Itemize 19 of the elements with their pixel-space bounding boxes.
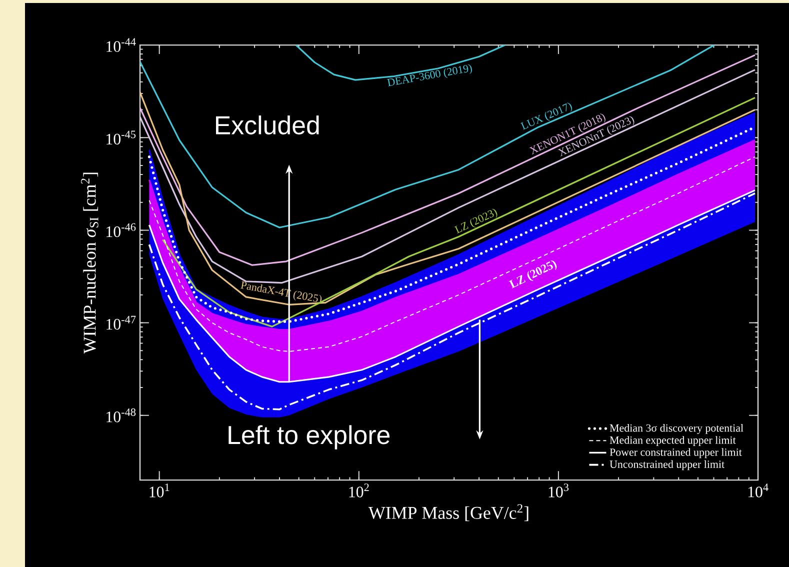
text: PandaX-4T (2025)	[240, 281, 322, 304]
annotation: Left to explore	[228, 425, 390, 450]
y-tick-label: 10$^{-48}$	[106, 408, 136, 422]
annotation: Excluded	[216, 115, 319, 134]
legend-label: Median expected upper limit	[610, 436, 736, 446]
legend-label: Median 3σ discovery potential	[610, 424, 744, 434]
y-tick-label: 10$^{-44}$	[106, 38, 136, 52]
legend-label: Power constrained upper limit	[610, 448, 742, 458]
x-tick-label: 10$^{2}$	[349, 484, 369, 498]
y-tick-label: 10$^{-47}$	[106, 316, 136, 330]
y-tick-label: 10$^{-46}$	[106, 223, 136, 238]
x-tick-label: 10$^{3}$	[548, 484, 569, 498]
legend-label: Unconstrained upper limit	[610, 460, 725, 470]
y-axis-title: WIMP-nucleon σ$_{SI}$ [cm$^{2}$]	[81, 172, 98, 354]
x-axis-title: WIMP Mass [GeV/c$^{2}$]	[368, 504, 528, 522]
y-tick-label: 10$^{-45}$	[106, 130, 136, 144]
text: DEAP-3600 (2019)	[386, 64, 472, 86]
x-tick-label: 10$^{1}$	[150, 484, 170, 498]
x-tick-label: 10$^{4}$	[748, 484, 768, 498]
